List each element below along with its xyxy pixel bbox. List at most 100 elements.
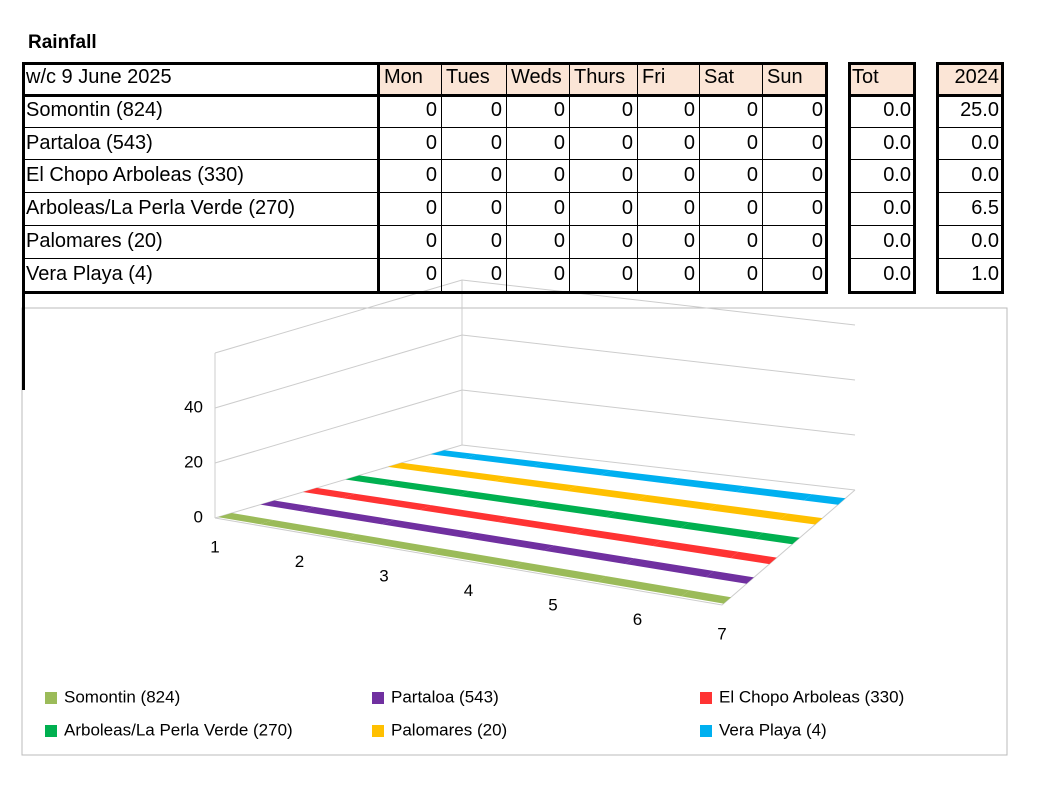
ribbon [463, 532, 555, 551]
ribbon [419, 505, 509, 522]
ribbon [680, 522, 763, 539]
ribbon [532, 462, 612, 476]
table-cell: 0 [700, 128, 763, 160]
ribbon [218, 513, 274, 525]
table-cell: 0 [507, 128, 570, 160]
table-cell: 0 [700, 193, 763, 226]
ribbon [341, 493, 432, 510]
x-tick-label: 6 [633, 610, 642, 629]
table-border [22, 294, 25, 390]
table-cell: 0 [442, 128, 507, 160]
y-tick-label: 40 [184, 397, 203, 416]
x-tick-label: 1 [210, 537, 219, 556]
ribbon [387, 462, 437, 472]
ribbon [736, 486, 812, 501]
table-cell: 0 [507, 193, 570, 226]
legend-swatch [45, 725, 57, 737]
ribbon [637, 495, 718, 511]
ribbon [606, 511, 690, 529]
ribbon [382, 480, 470, 496]
table-cell: 0 [700, 160, 763, 193]
ribbon [597, 576, 690, 597]
ribbon [668, 478, 746, 493]
ribbon [730, 551, 777, 565]
table-cell: 0 [507, 160, 570, 193]
ribbon [708, 504, 788, 520]
ribbon [302, 487, 356, 498]
ribbon [681, 590, 731, 604]
ribbon [382, 519, 475, 538]
table-cell: 0 [507, 226, 570, 259]
ribbon [706, 571, 754, 584]
x-tick-label: 4 [464, 581, 473, 600]
ribbon [565, 485, 648, 501]
table-cell: 0 [570, 226, 638, 259]
legend-swatch [372, 692, 384, 704]
table-cell: 0 [442, 160, 507, 193]
table-cell: 0 [380, 95, 442, 128]
table-cell: 0 [507, 95, 570, 128]
legend-label: El Chopo Arboleas (330) [719, 687, 904, 706]
legend-swatch [45, 692, 57, 704]
legend-label: Somontin (824) [64, 687, 180, 706]
table-cell: 0 [442, 95, 507, 128]
legend-label: Arboleas/La Perla Verde (270) [64, 720, 293, 739]
page-title: Rainfall [28, 32, 97, 53]
x-tick-label: 7 [717, 624, 726, 643]
grid-line [214, 389, 856, 464]
table-cell: 0 [638, 193, 700, 226]
table-border [22, 62, 828, 97]
y-tick-label: 0 [194, 507, 203, 526]
ribbon [345, 475, 396, 485]
ribbon [544, 545, 634, 564]
table-cell: 0 [700, 95, 763, 128]
table-cell: 0 [570, 193, 638, 226]
ribbon [423, 467, 507, 482]
table-cell: 0 [638, 226, 700, 259]
table-cell: 0 [442, 193, 507, 226]
y-tick-label: 20 [184, 452, 203, 471]
grid-line [214, 334, 856, 409]
x-tick-label: 3 [379, 566, 388, 585]
legend-label: Vera Playa (4) [719, 720, 827, 739]
table-cell: 0 [380, 160, 442, 193]
table-cell: 0 [700, 226, 763, 259]
ribbon [464, 454, 545, 467]
legend-swatch [372, 725, 384, 737]
ribbon [652, 540, 739, 559]
ribbon [625, 558, 714, 578]
table-cell: 0 [442, 226, 507, 259]
table-cell: 0 [380, 193, 442, 226]
table-cell: 0 [638, 160, 700, 193]
header-cell: Tot [848, 62, 916, 95]
x-tick-label: 5 [548, 595, 557, 614]
header-cell: Weds [507, 62, 570, 95]
ribbon [430, 450, 478, 459]
ribbon [575, 528, 662, 546]
ribbon [494, 476, 578, 491]
ribbon [300, 506, 395, 525]
ribbon [497, 517, 586, 534]
ribbon [428, 548, 523, 568]
table-cell: 0 [380, 226, 442, 259]
ribbon [531, 501, 617, 518]
ribbon [260, 500, 315, 512]
legend-label: Palomares (20) [391, 720, 507, 739]
ribbon [804, 494, 846, 505]
table-cell: 0 [570, 95, 638, 128]
ribbon [512, 562, 607, 582]
table-cell: 0 [380, 128, 442, 160]
header-cell: Mon [380, 62, 442, 95]
table-border [848, 62, 916, 97]
table-cell: 0 [638, 95, 700, 128]
x-tick-label: 2 [295, 552, 304, 571]
table-cell: 0 [638, 128, 700, 160]
ribbon [779, 513, 823, 525]
legend-swatch [700, 692, 712, 704]
ribbon [600, 470, 679, 484]
table-cell: 0 [570, 160, 638, 193]
floor-edge [214, 489, 856, 606]
ribbon [344, 534, 440, 554]
